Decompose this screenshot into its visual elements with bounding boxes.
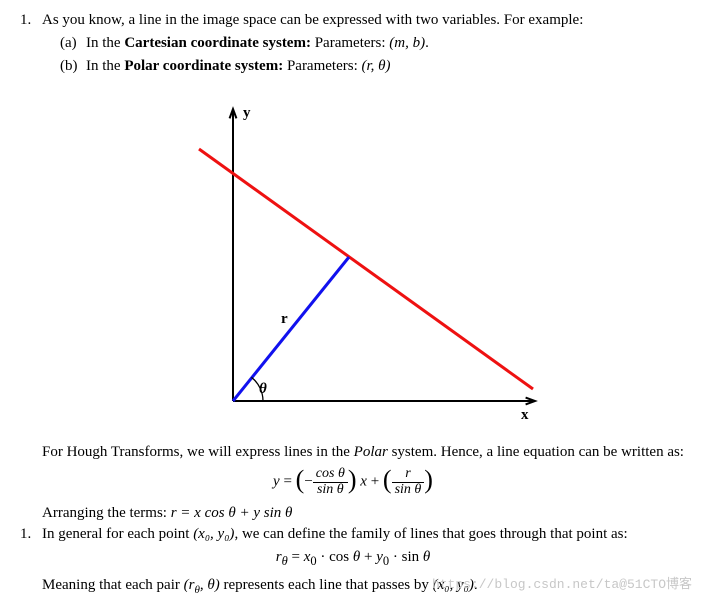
list-number-2: 1. [20,526,42,543]
sub-body-b: In the Polar coordinate system: Paramete… [86,58,391,75]
list-body: As you know, a line in the image space c… [42,12,686,81]
hough-pre: For Hough Transforms, we will express li… [42,444,354,460]
hough-ital: Polar [354,444,388,460]
sub-body-a: In the Cartesian coordinate system: Para… [86,35,429,52]
arr-eq: r = x cos θ + y sin θ [171,505,293,521]
hough-paragraph: For Hough Transforms, we will express li… [42,444,686,461]
polar-diagram: y x r θ [20,91,686,436]
list-number: 1. [20,12,42,81]
arr-pre: Arranging the terms: [42,505,171,521]
svg-text:θ: θ [259,381,267,397]
diagram-svg: y x r θ [163,91,543,431]
svg-text:r: r [281,311,288,327]
final-pre: Meaning that each pair [42,577,184,593]
b-bold: Polar coordinate system: [124,58,283,74]
list-item-1: 1. As you know, a line in the image spac… [20,12,686,81]
sub-item-b: (b) In the Polar coordinate system: Para… [60,58,686,75]
b-params: (r, θ) [362,58,391,74]
equation-2: rθ = x0 · cos θ + y0 · sin θ [20,549,686,569]
final-paragraph: Meaning that each pair (rθ, θ) represent… [42,577,686,596]
final-mid: represents each line that passes by [220,577,433,593]
a-bold: Cartesian coordinate system: [124,35,311,51]
watermark: https://blog.csdn.net/ta@51CTO博客 [432,573,692,592]
a-post: Parameters: [311,35,389,51]
a-end: . [425,35,429,51]
hough-post: system. Hence, a line equation can be wr… [388,444,684,460]
svg-text:y: y [243,105,251,121]
eq1-cos: cos θ [313,467,348,483]
a-pre: In the [86,35,124,51]
eq1-lhs: y [273,474,280,490]
a-params: (m, b) [389,35,425,51]
item2-pt: (x₀, y₀) [193,526,234,542]
item2-post: , we can define the family of lines that… [234,526,627,542]
svg-text:x: x [521,407,529,423]
eq1-sin1: sin θ [313,483,348,498]
list-item-2: 1. In general for each point (x₀, y₀), w… [20,526,686,543]
equation-1: y = (−cos θsin θ) x + (rsin θ) [20,467,686,497]
sub-num-a: (a) [60,35,86,52]
item2-pre: In general for each point [42,526,193,542]
sub-item-a: (a) In the Cartesian coordinate system: … [60,35,686,52]
sub-num-b: (b) [60,58,86,75]
b-post: Parameters: [283,58,361,74]
eq1-r: r [392,467,425,483]
intro-text: As you know, a line in the image space c… [42,12,583,28]
b-pre: In the [86,58,124,74]
list-body-2: In general for each point (x₀, y₀), we c… [42,526,686,543]
arranging-paragraph: Arranging the terms: r = x cos θ + y sin… [42,505,686,522]
eq1-sin2: sin θ [392,483,425,498]
